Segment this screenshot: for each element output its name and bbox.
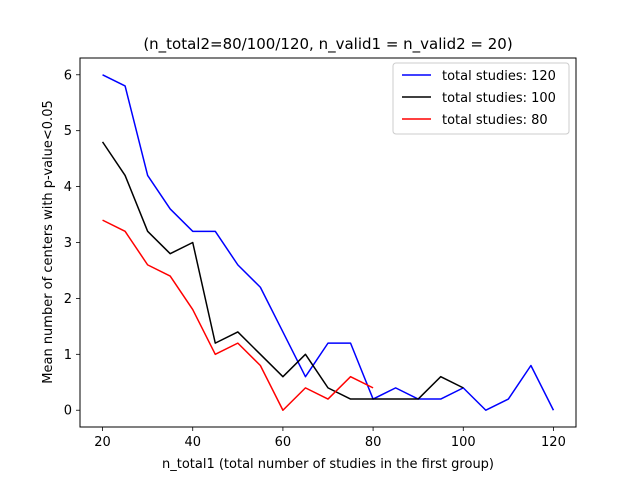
x-tick-label: 80 (365, 435, 382, 450)
series-line-0 (102, 74, 555, 411)
y-tick-label: 3 (64, 236, 72, 251)
x-tick-label: 40 (184, 435, 201, 450)
legend-label-2: total studies: 80 (442, 113, 548, 128)
y-tick-label: 0 (64, 404, 72, 419)
plot-area (101, 74, 555, 411)
y-axis-label: Mean number of centers with p-value<0.05 (41, 100, 56, 383)
x-tick-label: 100 (451, 435, 476, 450)
legend-label-1: total studies: 100 (442, 91, 556, 106)
y-tick-label: 2 (64, 292, 72, 307)
series-line-2 (102, 219, 374, 411)
x-axis-label: n_total1 (total number of studies in the… (162, 457, 494, 472)
y-axis: 0 1 2 3 4 5 6 (64, 68, 80, 419)
y-tick-label: 4 (64, 180, 72, 195)
y-tick-label: 1 (64, 348, 72, 363)
chart-title: (n_total2=80/100/120, n_valid1 = n_valid… (143, 35, 512, 54)
series-line-1 (101, 141, 464, 400)
x-tick-label: 60 (275, 435, 292, 450)
legend: total studies: 120 total studies: 100 tota… (392, 62, 570, 135)
x-axis: 20 40 60 80 100 120 (94, 427, 566, 450)
x-tick-label: 20 (94, 435, 111, 450)
legend-label-0: total studies: 120 (442, 69, 556, 84)
y-tick-label: 6 (64, 68, 72, 83)
y-tick-label: 5 (64, 124, 72, 139)
x-tick-label: 120 (541, 435, 566, 450)
legend-box (392, 62, 570, 135)
